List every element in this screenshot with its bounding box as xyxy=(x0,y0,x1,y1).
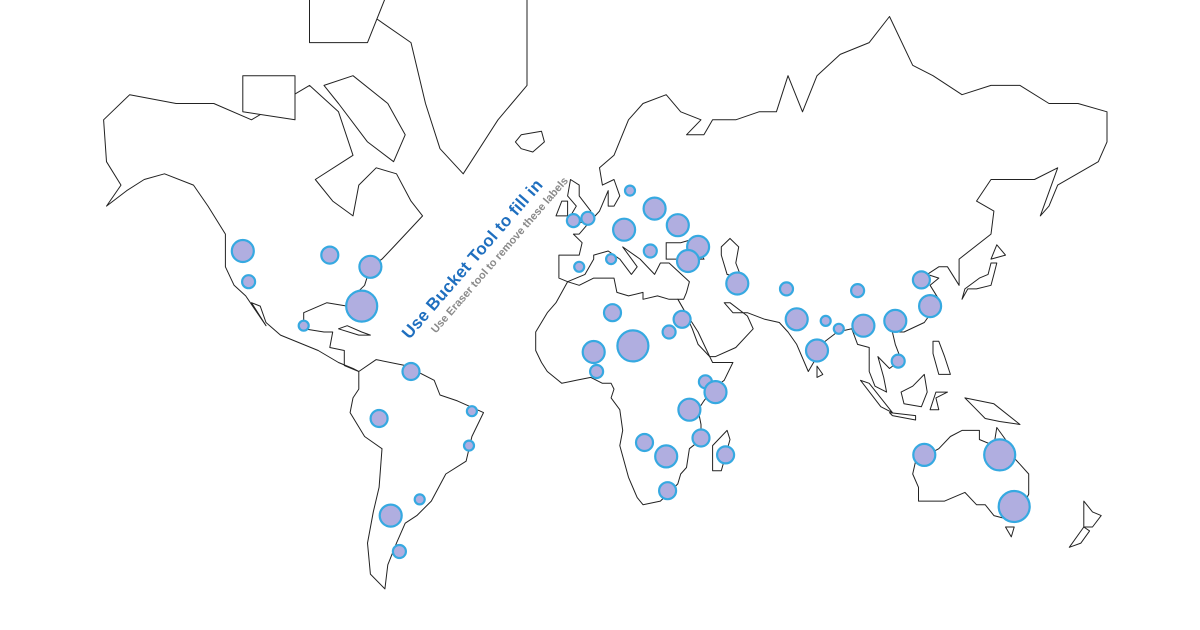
hokkaido[interactable] xyxy=(990,244,1006,260)
map-bubble[interactable] xyxy=(241,274,257,290)
south-america[interactable] xyxy=(349,359,484,590)
map-bubble[interactable] xyxy=(580,210,596,226)
java[interactable] xyxy=(889,412,917,421)
cuba[interactable] xyxy=(338,325,371,336)
caspian-sea[interactable] xyxy=(720,237,743,279)
map-bubble[interactable] xyxy=(358,254,383,279)
map-bubble[interactable] xyxy=(573,260,586,273)
map-bubble[interactable] xyxy=(819,314,832,327)
map-bubble[interactable] xyxy=(604,253,618,266)
map-bubble[interactable] xyxy=(997,489,1031,524)
map-bubble[interactable] xyxy=(691,428,711,448)
map-bubble[interactable] xyxy=(581,339,606,365)
map-bubble[interactable] xyxy=(602,303,623,323)
map-bubble[interactable] xyxy=(677,397,702,422)
map-bubble[interactable] xyxy=(917,294,943,319)
map-bubble[interactable] xyxy=(715,445,736,465)
map-bubble[interactable] xyxy=(778,281,795,297)
map-bubble[interactable] xyxy=(345,289,379,323)
map-bubble[interactable] xyxy=(804,338,830,363)
map-bubble[interactable] xyxy=(588,363,605,380)
new-zealand-north[interactable] xyxy=(1083,500,1102,528)
map-bubble[interactable] xyxy=(565,213,582,229)
map-bubble[interactable] xyxy=(378,503,403,528)
map-bubble[interactable] xyxy=(320,245,340,265)
map-bubble[interactable] xyxy=(462,439,476,452)
map-bubble[interactable] xyxy=(369,408,389,429)
map-bubble[interactable] xyxy=(832,322,845,335)
landmasses xyxy=(103,0,1108,590)
map-bubble[interactable] xyxy=(912,442,937,467)
map-bubble[interactable] xyxy=(401,361,421,382)
map-bubble[interactable] xyxy=(672,309,692,329)
map-bubble[interactable] xyxy=(657,481,678,501)
map-bubble[interactable] xyxy=(391,543,407,560)
map-bubble[interactable] xyxy=(849,283,866,299)
map-bubble[interactable] xyxy=(611,217,637,242)
africa[interactable] xyxy=(535,277,734,506)
greenland[interactable] xyxy=(372,0,528,175)
victoria-island[interactable] xyxy=(242,75,296,121)
map-bubble[interactable] xyxy=(634,432,655,453)
map-bubble[interactable] xyxy=(623,184,637,197)
ellesmere-island[interactable] xyxy=(309,0,406,44)
tasmania[interactable] xyxy=(1005,526,1015,538)
japan[interactable] xyxy=(961,262,998,300)
map-bubble[interactable] xyxy=(703,380,728,405)
philippines[interactable] xyxy=(932,340,951,375)
map-bubble[interactable] xyxy=(784,307,809,332)
new-guinea[interactable] xyxy=(964,397,1021,425)
borneo[interactable] xyxy=(900,373,928,408)
map-bubble[interactable] xyxy=(616,329,650,363)
sulawesi[interactable] xyxy=(929,391,948,411)
map-bubble[interactable] xyxy=(725,271,750,296)
north-america[interactable] xyxy=(103,84,424,372)
bubbles xyxy=(230,184,1031,560)
map-bubble[interactable] xyxy=(661,324,677,340)
map-bubble[interactable] xyxy=(911,270,932,290)
map-bubble[interactable] xyxy=(413,493,426,506)
ireland[interactable] xyxy=(555,200,569,217)
map-bubble[interactable] xyxy=(851,313,876,338)
map-bubble[interactable] xyxy=(890,353,906,369)
iceland[interactable] xyxy=(514,130,545,153)
map-bubble[interactable] xyxy=(642,243,658,259)
map-bubble[interactable] xyxy=(675,248,701,274)
map-bubble[interactable] xyxy=(665,213,690,238)
sri-lanka[interactable] xyxy=(816,365,824,378)
map-bubble[interactable] xyxy=(297,319,310,332)
map-bubble[interactable] xyxy=(883,308,908,333)
map-bubble[interactable] xyxy=(465,405,478,418)
map-bubble[interactable] xyxy=(230,238,255,264)
baffin-island[interactable] xyxy=(323,75,406,163)
map-bubble[interactable] xyxy=(983,438,1017,472)
map-bubble[interactable] xyxy=(642,196,667,221)
map-bubble[interactable] xyxy=(654,444,679,469)
new-zealand-south[interactable] xyxy=(1068,526,1091,548)
